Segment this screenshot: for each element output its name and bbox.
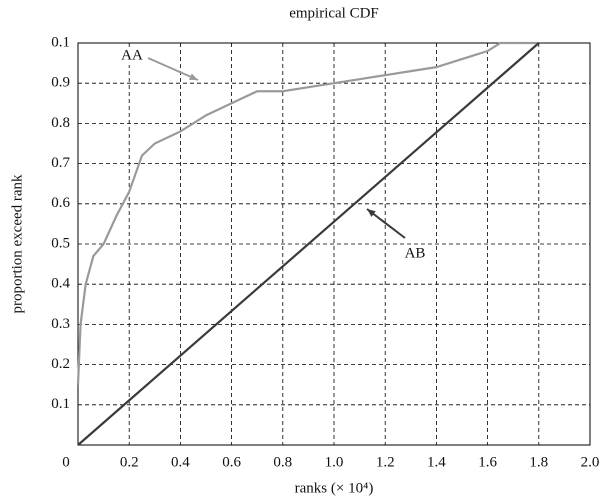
y-tick-label: 0.8 — [51, 115, 70, 131]
y-tick-label: 0.3 — [51, 316, 70, 332]
x-tick-label: 0.2 — [120, 454, 139, 470]
y-tick-label: 0.2 — [51, 356, 70, 372]
y-tick-label: 0.4 — [51, 276, 70, 292]
arrow-head — [189, 73, 198, 80]
x-tick-label: 1.8 — [529, 454, 548, 470]
x-tick-label: 2.0 — [581, 454, 600, 470]
x-tick-label: 1.4 — [427, 454, 446, 470]
chart-title: empirical CDF — [289, 5, 379, 21]
x-tick-label: 1.6 — [478, 454, 497, 470]
plot-frame — [77, 42, 591, 446]
y-tick-label: 0.7 — [51, 155, 70, 171]
x-axis-label: ranks (× 10⁴) — [295, 480, 374, 496]
line-series — [77, 42, 540, 446]
y-tick-label: 0.9 — [51, 75, 70, 91]
y-tick-label: 0.1 — [51, 34, 70, 50]
y-tick-label: 0.5 — [51, 235, 70, 251]
annotation: AA — [121, 47, 143, 63]
y-axis-label: proportion exceed rank — [9, 174, 25, 314]
annotation-arrow — [147, 57, 199, 81]
x-tick-label: 0.4 — [171, 454, 190, 470]
annotation: AB — [405, 245, 426, 261]
y-tick-label: 0.6 — [51, 195, 70, 211]
y-tick-label: 0.1 — [51, 396, 70, 412]
x-tick-label: 0.8 — [273, 454, 292, 470]
annotation-bg — [399, 245, 431, 263]
x-tick-label: 1.0 — [325, 454, 344, 470]
x-tick-label: 0.6 — [222, 454, 241, 470]
annotation-bg — [116, 47, 148, 65]
arrow-head — [367, 209, 376, 217]
line-series — [76, 41, 539, 385]
x-tick-label: 1.2 — [376, 454, 395, 470]
x-tick-label: 0 — [62, 454, 70, 470]
